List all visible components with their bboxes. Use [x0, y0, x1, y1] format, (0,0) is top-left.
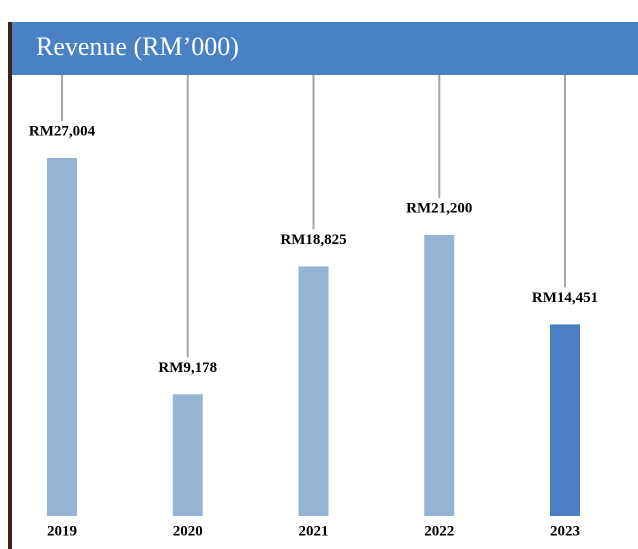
bar [298, 266, 329, 516]
bar [47, 158, 77, 516]
bar [424, 234, 455, 516]
chart-title: Revenue (RM’000) [36, 32, 239, 61]
data-label: RM18,825 [280, 232, 346, 248]
x-tick-label: 2019 [47, 523, 77, 539]
x-tick-label: 2020 [173, 523, 203, 539]
data-label: RM27,004 [29, 123, 96, 139]
data-label: RM14,451 [532, 290, 598, 306]
x-tick-label: 2021 [299, 523, 329, 539]
left-border [8, 22, 12, 549]
data-label: RM21,200 [406, 200, 472, 216]
x-tick-label: 2023 [550, 523, 580, 539]
title-banner [8, 22, 638, 75]
bar [550, 324, 580, 516]
x-tick-label: 2022 [424, 523, 454, 539]
data-label: RM9,178 [158, 360, 217, 376]
bar [172, 394, 203, 516]
